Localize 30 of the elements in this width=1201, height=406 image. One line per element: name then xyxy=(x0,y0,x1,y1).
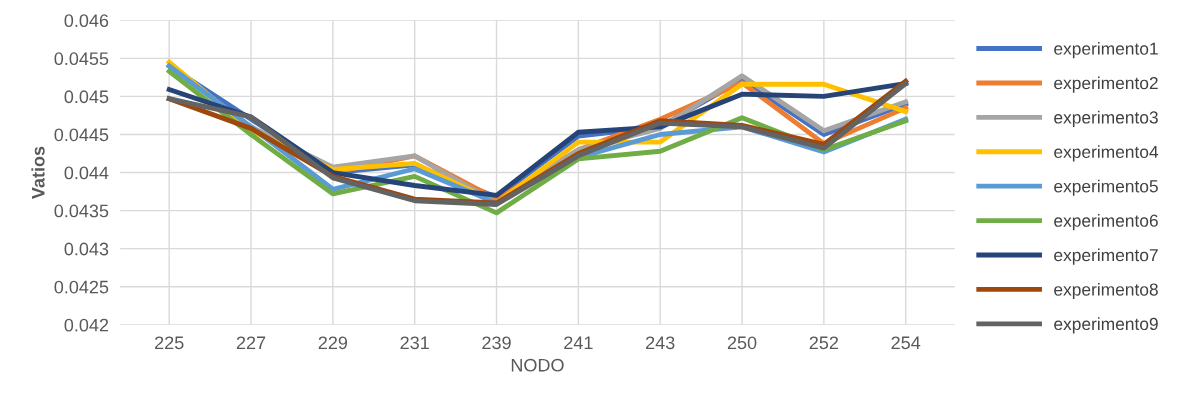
legend-label: experimento9 xyxy=(1054,317,1158,334)
x-axis-title: NODO xyxy=(511,358,564,372)
legend-label: experimento7 xyxy=(1054,248,1158,265)
x-tick-label: 227 xyxy=(236,336,266,349)
x-tick-label: 239 xyxy=(482,336,511,350)
legend-label: experimento1 xyxy=(1054,42,1158,59)
y-tick-label: 0.044 xyxy=(64,166,109,180)
y-tick-label: 0.0435 xyxy=(54,204,109,218)
y-tick-label: 0.0455 xyxy=(54,52,109,66)
legend-label: experimento3 xyxy=(1054,110,1158,128)
x-tick-label: 225 xyxy=(155,336,184,350)
y-tick-label: 0.0445 xyxy=(54,128,109,142)
y-axis-title: Vatios xyxy=(31,146,45,200)
legend-label: experimento8 xyxy=(1054,282,1158,300)
x-tick-label: 250 xyxy=(727,336,757,350)
x-tick-label: 252 xyxy=(809,336,839,350)
x-tick-label: 231 xyxy=(400,336,429,350)
x-tick-label: 254 xyxy=(891,336,921,350)
y-tick-label: 0.0425 xyxy=(54,280,109,294)
legend-label: experimento5 xyxy=(1054,179,1158,196)
y-tick-label: 0.045 xyxy=(64,90,109,104)
x-tick-label: 243 xyxy=(646,336,675,350)
legend-label: experimento2 xyxy=(1054,76,1158,93)
y-tick-label: 0.042 xyxy=(64,318,109,332)
y-tick-label: 0.043 xyxy=(64,242,109,256)
x-tick-label: 229 xyxy=(318,336,348,350)
legend-label: experimento4 xyxy=(1054,145,1159,162)
y-tick-label: 0.046 xyxy=(64,14,109,28)
x-tick-label: 241 xyxy=(564,336,593,349)
legend-label: experimento6 xyxy=(1054,214,1158,231)
